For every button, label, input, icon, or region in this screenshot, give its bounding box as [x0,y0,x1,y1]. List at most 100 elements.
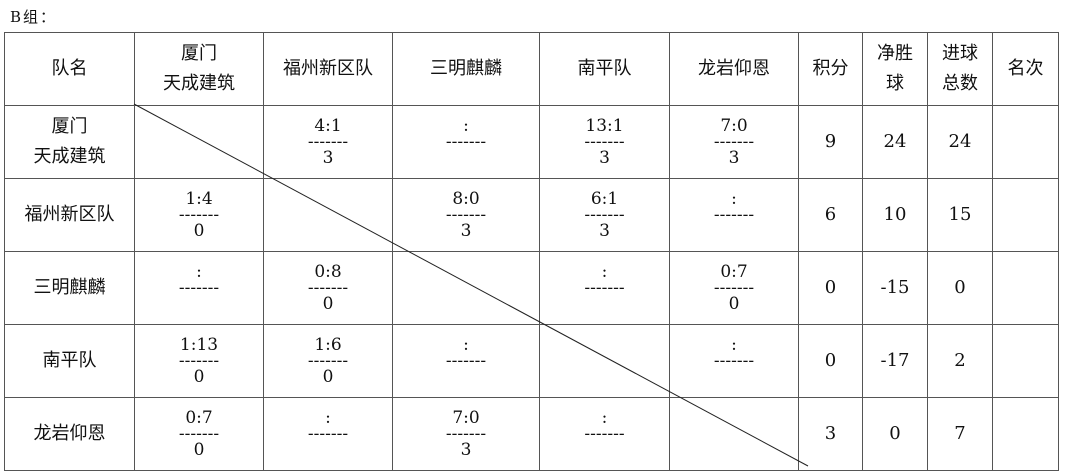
match-points [602,438,607,462]
table-row: 福州新区队 1:4 ------- 0 8:0 ------- 3 6:1 ------- 3: -… [4,178,1059,252]
score-divider: ------- [445,351,487,371]
match-points [463,365,468,389]
match-cell: : ------- [392,324,540,398]
match-cell: 1:13 ------- 0 [134,324,264,398]
table-row: 厦门 天成建筑 4:1 ------- 3: ------- 13:1 ------- 3 7:… [4,105,1059,179]
match-result: : ------- [670,333,798,389]
rank-cell [992,178,1059,252]
table-row: 南平队 1:13 ------- 0 1:6 ------- 0: ------- : ----… [4,324,1059,398]
rank-cell [992,105,1059,179]
goals-cell: 15 [927,178,993,252]
column-header: 厦门 天成建筑 [134,32,264,106]
score-divider: ------- [307,278,349,298]
column-header: 积分 [798,32,863,106]
score-divider: ------- [178,278,220,298]
score-divider: ------- [713,351,755,371]
team-name: 福州新区队 [4,178,135,252]
match-result: 1:4 ------- 0 [135,187,263,243]
match-cell: 13:1 ------- 3 [539,105,670,179]
match-result: 13:1 ------- 3 [540,114,669,170]
rank-cell [992,324,1059,398]
column-header: 进球 总数 [927,32,993,106]
match-result: 7:0 ------- 3 [393,406,539,462]
score-divider: ------- [584,278,625,298]
match-cell: : ------- [392,105,540,179]
match-result: 1:13 ------- 0 [135,333,263,389]
score-divider: ------- [178,205,220,225]
score-divider: ------- [713,205,755,225]
match-cell: 1:4 ------- 0 [134,178,264,252]
column-header: 龙岩仰恩 [669,32,799,106]
goal-diff-cell: 0 [862,397,928,471]
match-cell: : ------- [134,251,264,325]
score-divider: ------- [307,351,349,371]
match-points: 0 [193,440,205,460]
column-header: 名次 [992,32,1059,106]
table-row: 三明麒麟: ------- 0:8 ------- 0: ------- 0:7 ----… [4,251,1059,325]
goals-cell: 7 [927,397,993,471]
score-divider: ------- [584,132,625,152]
points-cell: 0 [798,251,863,325]
column-header: 三明麒麟 [392,32,540,106]
score-divider: ------- [445,132,487,152]
match-points: 0 [193,221,205,241]
match-points [463,146,468,170]
match-cell: 1:6 ------- 0 [263,324,393,398]
match-result: : ------- [264,406,392,462]
match-cell: 6:1 ------- 3 [539,178,670,252]
column-header: 南平队 [539,32,670,106]
goals-cell: 0 [927,251,993,325]
score-divider: ------- [584,424,625,444]
score-divider: ------- [307,132,349,152]
match-cell: : ------- [539,397,670,471]
match-cell: 4:1 ------- 3 [263,105,393,179]
goal-diff-cell: 24 [862,105,928,179]
match-result: : ------- [670,187,798,243]
goals-cell: 2 [927,324,993,398]
standings-table: 队名 厦门 天成建筑 福州新区队 三明麒麟 南平队 龙岩仰恩 积分 净胜球进球 总数 名次 厦门 天成… [4,32,1059,471]
match-points: 3 [728,148,740,168]
score-divider: ------- [445,205,487,225]
column-header: 净胜球 [862,32,928,106]
self-cell [134,105,264,179]
match-result: 7:0 ------- 3 [670,114,798,170]
score-divider: ------- [445,424,487,444]
match-points [731,219,736,243]
points-cell: 9 [798,105,863,179]
match-result: : ------- [393,333,539,389]
self-cell [392,251,540,325]
match-result: 0:8 ------- 0 [264,260,392,316]
points-cell: 6 [798,178,863,252]
match-cell: 0:8 ------- 0 [263,251,393,325]
match-result: : ------- [540,260,669,316]
team-name: 厦门 天成建筑 [4,105,135,179]
match-result: : ------- [393,114,539,170]
match-cell: : ------- [263,397,393,471]
team-name: 三明麒麟 [4,251,135,325]
match-result: : ------- [135,260,263,316]
match-result: 0:7 ------- 0 [135,406,263,462]
match-cell: : ------- [539,251,670,325]
match-cell: 0:7 ------- 0 [134,397,264,471]
match-points: 3 [599,148,610,168]
score-divider: ------- [178,424,220,444]
match-cell: : ------- [669,324,799,398]
match-result: 4:1 ------- 3 [264,114,392,170]
team-name: 龙岩仰恩 [4,397,135,471]
goals-cell: 24 [927,105,993,179]
table-row: 龙岩仰恩 0:7 ------- 0: ------- 7:0 ------- 3: ----… [4,397,1059,471]
goal-diff-cell: -15 [862,251,928,325]
points-cell: 3 [798,397,863,471]
points-cell: 0 [798,324,863,398]
match-points [602,292,607,316]
goal-diff-cell: 10 [862,178,928,252]
score-divider: ------- [713,132,755,152]
match-points: 3 [460,221,472,241]
match-points: 3 [460,440,472,460]
match-result: 0:7 ------- 0 [670,260,798,316]
match-result: 8:0 ------- 3 [393,187,539,243]
match-result: 1:6 ------- 0 [264,333,392,389]
column-header: 福州新区队 [263,32,393,106]
match-points: 3 [322,148,334,168]
match-points [196,292,201,316]
